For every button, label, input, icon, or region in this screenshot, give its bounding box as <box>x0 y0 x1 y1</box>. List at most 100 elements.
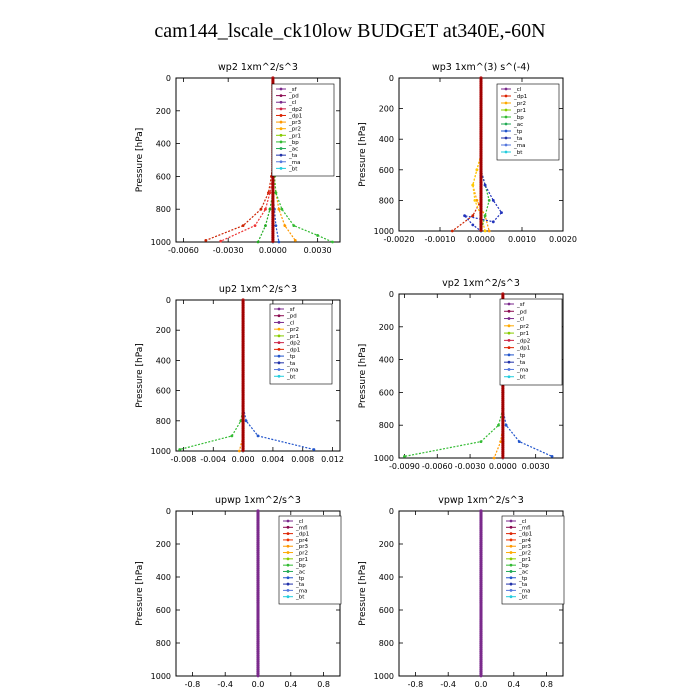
legend-entry: _tp <box>286 354 296 360</box>
legend-entry: _sf <box>288 87 298 93</box>
x-tick-label: 0.0 <box>475 680 488 689</box>
legend-marker <box>504 87 508 91</box>
legend-marker <box>286 532 290 536</box>
x-tick-label: 0.008 <box>291 455 314 464</box>
legend-marker <box>277 341 281 345</box>
legend-marker <box>286 582 290 586</box>
y-tick-label: 800 <box>379 639 394 648</box>
legend-marker <box>279 140 283 144</box>
legend-entry: _ta <box>516 360 525 366</box>
x-tick-label: -0.4 <box>440 680 456 689</box>
legend-entry: _ta <box>288 153 297 159</box>
x-tick-label: 0.004 <box>261 455 284 464</box>
data-point <box>483 214 487 218</box>
legend-entry: _bt <box>518 595 528 601</box>
legend-entry: _cl <box>295 519 304 525</box>
panel-title: up2 1xm^2/s^3 <box>219 284 297 295</box>
x-tick-label: -0.4 <box>217 680 233 689</box>
data-point <box>471 214 475 218</box>
legend-marker <box>286 588 290 592</box>
legend-marker <box>509 595 513 599</box>
legend-entry: _dp1 <box>513 94 527 100</box>
legend-marker <box>279 166 283 170</box>
legend-entry: _ta <box>295 582 304 588</box>
legend-entry: _ma <box>516 367 528 373</box>
x-tick-label: -0.0030 <box>455 462 486 471</box>
legend-marker <box>279 100 283 104</box>
legend-marker <box>507 317 511 320</box>
x-tick-label: 0.0000 <box>467 235 495 244</box>
legend-entry: _dp1 <box>295 532 309 538</box>
legend-marker <box>507 331 511 335</box>
y-tick-label: 600 <box>379 606 394 615</box>
data-point <box>219 239 223 243</box>
x-tick-label: 0.0030 <box>304 246 332 255</box>
legend-entry: _tp <box>518 576 528 582</box>
legend-marker <box>509 557 513 561</box>
legend-marker <box>507 309 511 313</box>
data-point <box>487 199 491 202</box>
y-tick-label: 400 <box>156 573 171 582</box>
data-point <box>268 191 272 195</box>
legend-entry: _ta <box>513 136 522 142</box>
y-tick-label: 800 <box>156 639 171 648</box>
legend-marker <box>509 519 513 523</box>
y-tick-label: 600 <box>156 387 171 396</box>
legend-marker <box>277 347 281 351</box>
x-tick-label: 0.4 <box>507 680 520 689</box>
page-title: cam144_lscale_ck10low BUDGET at340E,-60N <box>154 20 546 42</box>
legend-entry: _pd <box>516 309 527 315</box>
data-point <box>491 220 495 224</box>
panel-3: up2 1xm^2/s^3 0 200 400 600 800 1000 Pressure [… <box>135 284 344 464</box>
legend-entry: _tp <box>295 576 305 582</box>
legend-marker <box>286 551 290 554</box>
panel-2: wp3 1xm^(3) s^(-4) 0 200 400 600 800 1000 Press… <box>358 62 577 244</box>
legend-box <box>499 298 563 386</box>
legend-marker <box>507 338 511 342</box>
legend-marker <box>504 108 508 112</box>
legend-marker <box>286 570 290 573</box>
y-axis-label: Pressure [hPa] <box>358 561 368 626</box>
legend-marker <box>279 107 283 111</box>
data-point <box>483 229 487 233</box>
legend-box <box>269 303 333 385</box>
legend-marker <box>279 153 283 157</box>
x-tick-label: -0.0060 <box>422 462 453 471</box>
data-point <box>283 224 287 228</box>
data-point <box>491 199 495 202</box>
legend-entry: _mfl <box>518 525 531 531</box>
legend-entry: _ma <box>286 368 298 374</box>
data-point <box>517 440 521 443</box>
legend-entry: _tp <box>513 129 523 135</box>
y-tick-label: 800 <box>379 196 394 205</box>
panel-1: wp2 1xm^2/s^3 0 200 400 600 800 1000 Pressure [… <box>135 62 341 255</box>
legend-marker <box>504 101 508 105</box>
legend-entry: _bt <box>513 150 523 156</box>
legend-entry: _pr2 <box>286 327 299 333</box>
y-tick-label: 0 <box>389 507 394 516</box>
legend-entry: _sf <box>516 302 526 308</box>
y-tick-label: 0 <box>389 290 394 299</box>
data-point <box>471 183 475 187</box>
legend-entry: _pr1 <box>288 133 301 139</box>
legend-entry: _pr2 <box>518 551 531 557</box>
legend-marker <box>286 595 290 599</box>
data-point <box>268 207 272 211</box>
legend-marker <box>504 136 508 140</box>
legend-entry: _cl <box>516 317 525 323</box>
legend-entry: _ac <box>513 122 523 128</box>
x-tick-label: 0.0020 <box>549 235 577 244</box>
data-point <box>204 238 208 242</box>
legend-entry: _ac <box>518 569 528 575</box>
y-tick-label: 0 <box>389 74 394 83</box>
legend-entry: _bp <box>513 115 524 121</box>
panel-6: vpwp 1xm^2/s^3 0 200 400 600 800 1000 Pressure … <box>358 495 565 689</box>
panel-title: wp2 1xm^2/s^3 <box>218 62 298 73</box>
legend-entry: _pr2 <box>288 127 301 133</box>
y-axis-label: Pressure [hPa] <box>135 343 145 408</box>
data-point <box>312 448 316 451</box>
x-tick-label: -0.0090 <box>389 462 420 471</box>
legend-entry: _dp2 <box>516 338 530 344</box>
legend-entry: _ma <box>295 588 307 594</box>
